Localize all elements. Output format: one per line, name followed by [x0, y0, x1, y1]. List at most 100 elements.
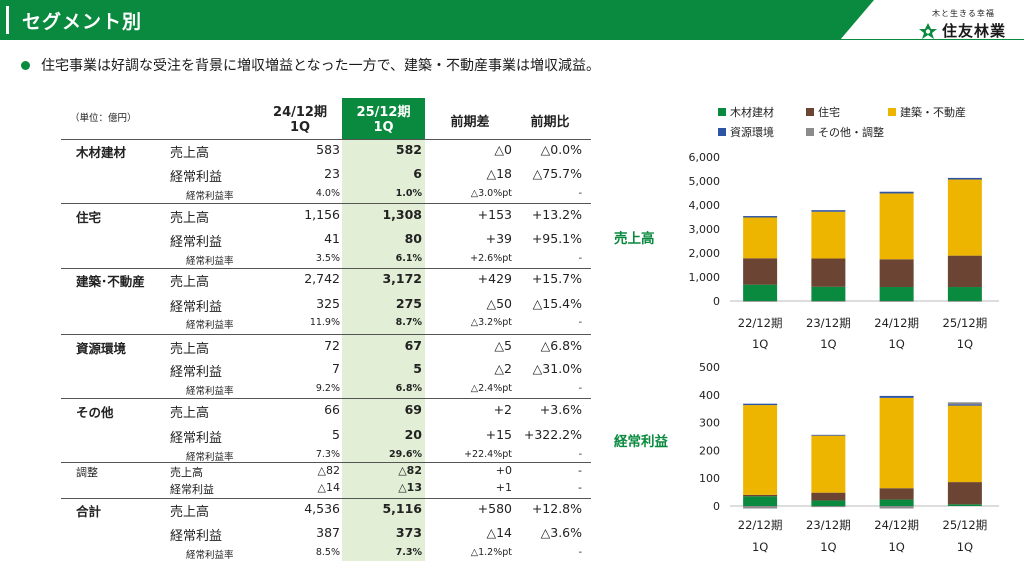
- profit-chart-label: 経常利益: [614, 434, 668, 450]
- curr-value: 373: [395, 525, 422, 540]
- metric-label: 経常利益: [170, 365, 223, 380]
- bar-segment: [879, 259, 914, 288]
- bar-segment: [947, 255, 982, 288]
- legend-wood: 木材建材: [718, 104, 774, 120]
- x-tick-label: 24/12期: [874, 316, 919, 330]
- prev-value: 23: [324, 166, 340, 181]
- bar-segment: [947, 287, 982, 301]
- legend-swatch-housing: [806, 108, 814, 116]
- table-separator: [61, 498, 591, 499]
- bar-segment: [811, 492, 846, 501]
- ratio-value: -: [578, 188, 582, 199]
- bar-segment: [811, 286, 846, 301]
- x-tick-label: 1Q: [888, 540, 904, 554]
- curr-value: △13: [398, 481, 422, 494]
- prev-value: 325: [316, 296, 340, 311]
- ratio-value: -: [578, 253, 582, 264]
- bar-segment: [743, 217, 778, 259]
- ratio-value: -: [578, 547, 582, 558]
- ratio-value: +15.7%: [531, 271, 582, 286]
- ratio-value: △75.7%: [532, 166, 582, 181]
- diff-value: △18: [486, 166, 512, 181]
- page-title: セグメント別: [22, 11, 143, 33]
- col-prev-line1: 24/12期: [273, 105, 327, 120]
- diff-value: △1.2%pt: [470, 547, 512, 558]
- x-tick-label: 1Q: [957, 337, 973, 351]
- ratio-value: -: [578, 481, 582, 494]
- bullet-dot-icon: [21, 60, 30, 70]
- diff-value: △50: [486, 296, 512, 311]
- logo-mark-icon: [919, 22, 937, 39]
- diff-value: △0: [494, 142, 512, 157]
- bar-segment: [811, 211, 846, 259]
- diff-value: +22.4%pt: [464, 449, 512, 460]
- prev-value: 7.3%: [315, 449, 340, 460]
- ratio-value: +322.2%: [523, 427, 582, 442]
- legend-other: その他・調整: [806, 124, 884, 140]
- diff-value: △14: [486, 525, 512, 540]
- ratio-value: △31.0%: [532, 361, 582, 376]
- segment-name: その他: [76, 405, 114, 420]
- prev-value: 387: [316, 525, 340, 540]
- table-separator: [61, 398, 591, 399]
- metric-label: 経常利益: [170, 431, 223, 446]
- bar-segment: [879, 499, 914, 506]
- y-tick-label: 6,000: [689, 151, 721, 164]
- summary-text: 住宅事業は好調な受注を背景に増収増益となった一方で、建築・不動産事業は増収減益。: [41, 58, 601, 74]
- y-tick-label: 0: [713, 295, 720, 308]
- y-tick-label: 100: [699, 472, 720, 485]
- current-period-highlight: [342, 98, 425, 561]
- bar-segment: [811, 435, 846, 493]
- bar-segment: [743, 405, 778, 495]
- curr-value: △82: [398, 464, 422, 477]
- curr-value: 80: [404, 231, 422, 246]
- segment-name: 資源環境: [76, 341, 127, 356]
- curr-value: 6.8%: [395, 383, 422, 394]
- legend-construction: 建築・不動産: [888, 104, 966, 120]
- prev-value: △14: [317, 481, 340, 494]
- legend-swatch-construction: [888, 108, 896, 116]
- sales-chart: 0 1,000 2,000 3,000 4,000 5,000 6,000 22/12期 1Q 2…: [689, 151, 999, 351]
- x-tick-label: 24/12期: [874, 518, 919, 532]
- x-tick-label: 1Q: [752, 337, 768, 351]
- bar-segment: [947, 504, 982, 506]
- header-band: [0, 0, 1024, 40]
- metric-label: 売上高: [170, 146, 210, 161]
- company-tagline: 木と生きる幸福: [932, 9, 995, 18]
- x-tick-label: 25/12期: [943, 316, 988, 330]
- curr-value: 275: [395, 296, 422, 311]
- y-tick-label: 2,000: [689, 247, 721, 260]
- prev-value: 3.5%: [315, 253, 340, 264]
- prev-value: 7: [332, 361, 340, 376]
- prev-value: 9.2%: [315, 383, 340, 394]
- bar-segment: [811, 301, 846, 302]
- y-tick-label: 4,000: [689, 199, 721, 212]
- curr-value: 1.0%: [395, 188, 422, 199]
- prev-value: △82: [317, 464, 340, 477]
- bar-segment: [811, 258, 846, 287]
- metric-label: 売上高: [170, 342, 210, 357]
- bar-segment: [743, 506, 778, 509]
- curr-value: 20: [404, 427, 422, 442]
- bar-segment: [879, 488, 914, 500]
- table-separator: [61, 462, 591, 463]
- profit-chart: 0 100 200 300 400 500 22/12期 1Q 23/12期 1Q 24/12期 1Q…: [699, 361, 999, 554]
- metric-label: 経常利益: [170, 300, 223, 315]
- prev-value: 8.5%: [315, 547, 340, 558]
- legend-housing: 住宅: [806, 104, 840, 120]
- legend-swatch-other: [806, 128, 814, 136]
- metric-label: 経常利益: [170, 170, 223, 185]
- metric-label: 経常利益率: [186, 550, 234, 561]
- table-separator: [61, 203, 591, 204]
- y-tick-label: 500: [699, 361, 720, 374]
- legend-resources: 資源環境: [718, 124, 774, 140]
- sales-chart-label: 売上高: [614, 231, 655, 247]
- curr-value: 29.6%: [389, 449, 422, 460]
- curr-value: 6: [413, 166, 422, 181]
- metric-label: 経常利益率: [186, 320, 234, 331]
- curr-value: 582: [395, 142, 422, 157]
- unit-label: （単位：億円）: [70, 113, 137, 124]
- ratio-value: △3.6%: [540, 525, 582, 540]
- diff-value: +1: [495, 481, 512, 494]
- bar-segment: [879, 301, 914, 302]
